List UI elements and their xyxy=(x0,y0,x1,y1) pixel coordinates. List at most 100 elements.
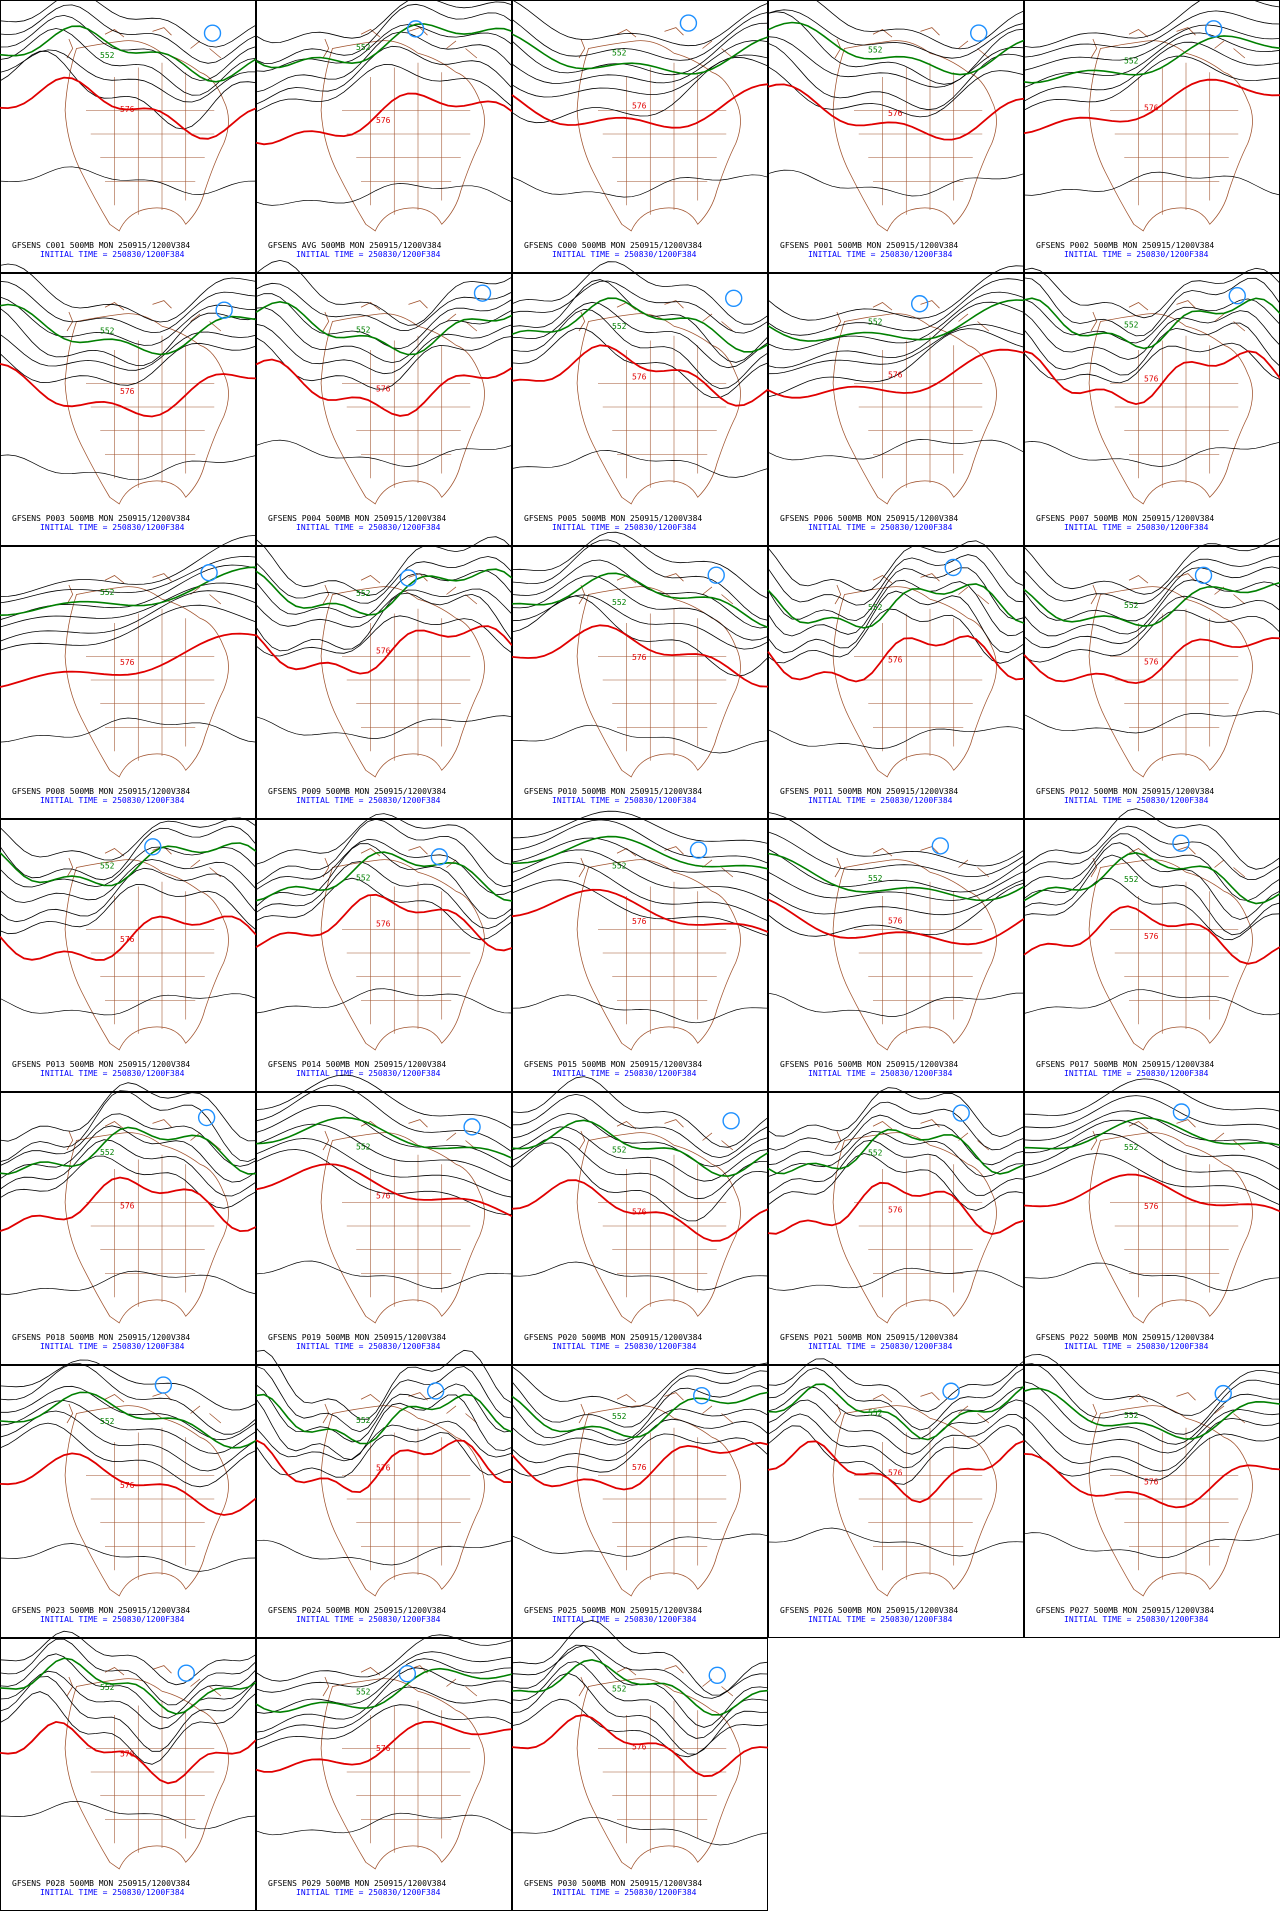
height-contour xyxy=(1023,555,1280,605)
panel-title: GFSENS P020 500MB MON 250915/1200V384 xyxy=(524,1333,702,1342)
low-center xyxy=(399,569,418,587)
height-contour xyxy=(767,323,1025,375)
height-contour xyxy=(255,1149,513,1215)
panel-title: GFSENS P026 500MB MON 250915/1200V384 xyxy=(780,1606,958,1615)
map-panel: 552 576 GFSENS P011 500MB MON 250915/1200V… xyxy=(767,540,1025,819)
contour-552 xyxy=(255,1116,513,1159)
panel-init-time: INITIAL TIME = 250830/1200F384 xyxy=(552,796,697,805)
height-contour xyxy=(0,825,257,881)
contour-label: 576 xyxy=(888,109,903,118)
panel-init-time: INITIAL TIME = 250830/1200F384 xyxy=(40,796,185,805)
height-contour xyxy=(511,261,769,325)
height-contour xyxy=(511,56,769,124)
height-contour xyxy=(767,66,1025,118)
height-contour xyxy=(767,1367,1025,1431)
map-panel: 552 576 GFSENS P022 500MB MON 250915/1200V… xyxy=(1023,1078,1280,1365)
height-contour xyxy=(511,280,769,334)
panel-border xyxy=(768,1365,1024,1638)
map-panel: 552 576 GFSENS P002 500MB MON 250915/1200V… xyxy=(1023,0,1280,273)
outer-contour xyxy=(0,1543,257,1572)
height-contour xyxy=(511,539,769,621)
height-contour xyxy=(1023,566,1280,622)
contour-label: 576 xyxy=(1144,657,1159,666)
panel-title: GFSENS P010 500MB MON 250915/1200V384 xyxy=(524,787,702,796)
contour-576 xyxy=(255,893,513,952)
height-contour xyxy=(255,1658,513,1714)
outer-contour xyxy=(767,1527,1025,1557)
contour-label: 552 xyxy=(612,1145,627,1154)
panel-border xyxy=(512,1092,768,1365)
panel-init-time: INITIAL TIME = 250830/1200F384 xyxy=(1064,250,1209,259)
height-contour xyxy=(815,0,1025,50)
contour-576 xyxy=(255,625,513,675)
height-contour xyxy=(255,45,513,105)
contour-label: 552 xyxy=(356,43,371,52)
contour-552 xyxy=(767,852,1025,902)
map-panel: 552 576 GFSENS P007 500MB MON 250915/1200V… xyxy=(1023,267,1280,546)
height-contour xyxy=(0,342,257,386)
height-contour xyxy=(767,879,1025,916)
height-contour xyxy=(767,1101,1025,1151)
low-center xyxy=(725,289,743,307)
contour-label: 552 xyxy=(1124,601,1139,610)
contour-576 xyxy=(0,363,257,418)
panel-title: GFSENS P019 500MB MON 250915/1200V384 xyxy=(268,1333,446,1342)
outer-contour xyxy=(255,1812,513,1836)
panel-init-time: INITIAL TIME = 250830/1200F384 xyxy=(552,523,697,532)
contour-576 xyxy=(1023,1453,1280,1509)
height-contour xyxy=(511,531,769,599)
height-contour xyxy=(1024,1119,1280,1171)
height-contour xyxy=(1023,1095,1280,1130)
height-contour xyxy=(1023,1381,1280,1445)
contour-label: 552 xyxy=(100,51,115,60)
contour-576 xyxy=(1023,1173,1280,1213)
height-contour xyxy=(767,301,1025,369)
map-panel: 552 576 GFSENS P018 500MB MON 250915/1200V… xyxy=(0,1082,257,1365)
height-contour xyxy=(767,567,1025,622)
height-contour xyxy=(1023,24,1280,71)
panel-init-time: INITIAL TIME = 250830/1200F384 xyxy=(296,523,441,532)
outer-contour xyxy=(511,1261,769,1291)
contour-label: 552 xyxy=(868,603,883,612)
panel-title: GFSENS P003 500MB MON 250915/1200V384 xyxy=(12,514,190,523)
height-contour xyxy=(511,810,769,844)
panel-border xyxy=(256,1365,512,1638)
contour-label: 552 xyxy=(356,1143,371,1152)
height-contour xyxy=(1023,1153,1280,1206)
height-contour xyxy=(1023,1433,1280,1481)
panel-border xyxy=(768,0,1024,273)
height-contour xyxy=(511,819,769,864)
height-contour xyxy=(511,1370,769,1428)
contour-label: 576 xyxy=(888,1205,903,1214)
panel-init-time: INITIAL TIME = 250830/1200F384 xyxy=(808,1615,953,1624)
contour-552 xyxy=(0,1126,257,1175)
height-contour xyxy=(511,0,769,47)
low-center xyxy=(463,1118,481,1136)
height-contour xyxy=(255,1394,513,1461)
contour-552 xyxy=(767,1383,1025,1441)
height-contour xyxy=(1023,854,1280,936)
height-contour xyxy=(767,265,1025,321)
panel-title: GFSENS P005 500MB MON 250915/1200V384 xyxy=(524,514,702,523)
contour-576 xyxy=(1023,905,1280,965)
outer-contour xyxy=(255,715,513,739)
panel-border xyxy=(0,1365,256,1638)
height-contour xyxy=(255,1420,513,1462)
low-center xyxy=(931,837,950,855)
height-contour xyxy=(1023,32,1280,88)
contour-label: 552 xyxy=(612,322,627,331)
height-contour xyxy=(1023,41,1280,102)
low-center xyxy=(1172,1103,1191,1121)
map-panel: 552 576 GFSENS P003 500MB MON 250915/1200V… xyxy=(0,263,257,546)
height-contour xyxy=(255,615,513,657)
height-contour xyxy=(1023,1363,1280,1435)
contour-576 xyxy=(511,83,769,129)
contour-label: 576 xyxy=(120,658,135,667)
panel-init-time: INITIAL TIME = 250830/1200F384 xyxy=(552,1615,697,1624)
height-contour xyxy=(255,307,513,364)
panel-border xyxy=(1024,546,1280,819)
contour-label: 576 xyxy=(376,1744,391,1753)
panel-border xyxy=(768,1092,1024,1365)
panel-border xyxy=(256,1092,512,1365)
height-contour xyxy=(767,870,1025,901)
